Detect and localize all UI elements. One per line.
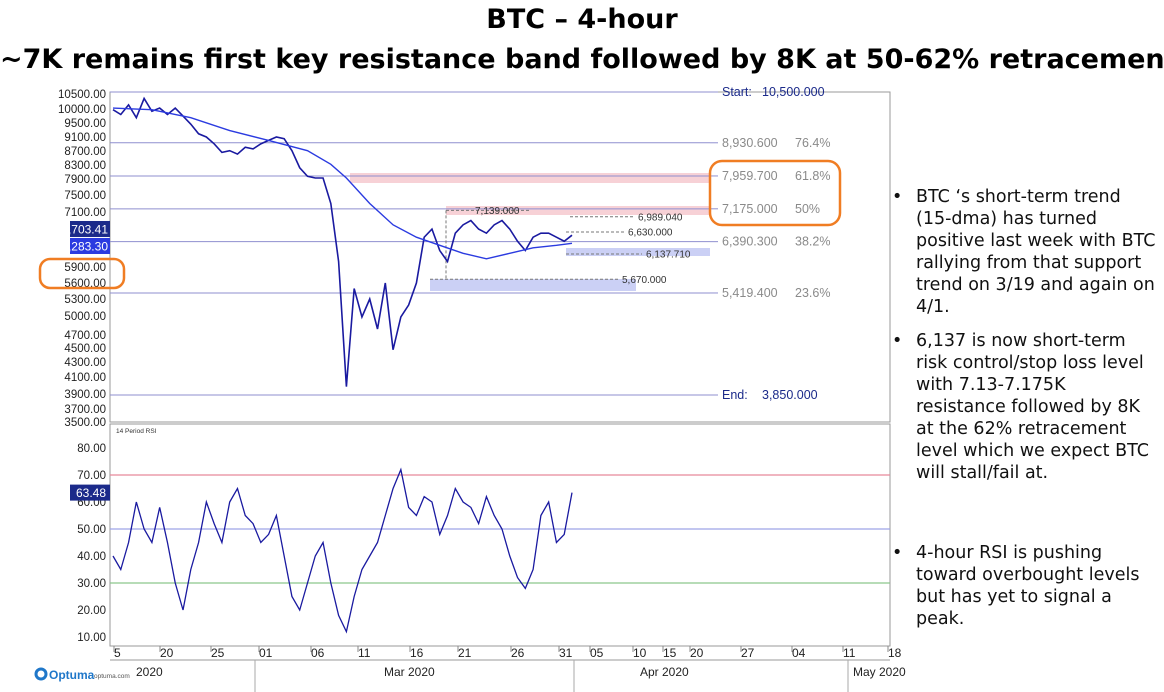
fib-level-value: 6,390.300 <box>722 235 778 249</box>
fib-level-percent: 23.6% <box>795 286 830 300</box>
price-panel: 10500.00 10000.00 9500.00 9100.00 8700.00 830… <box>38 85 891 429</box>
fib-level-value: 8,930.600 <box>722 136 778 150</box>
fib-level-value: 3,850.000 <box>762 388 818 402</box>
fib-level-value: 10,500.000 <box>762 85 825 99</box>
fib-level-label: Start: <box>722 85 752 99</box>
price-axis-tick-label: 5900.00 <box>64 262 106 274</box>
chart-title-line-1: BTC – 4-hour <box>486 4 678 35</box>
optuma-logo-icon <box>34 667 48 681</box>
price-axis-tick-label: 8300.00 <box>64 160 106 172</box>
annotation-label: 6,989.040 <box>638 212 683 223</box>
fib-level-percent: 76.4% <box>795 136 830 150</box>
highlight-outline-support <box>38 257 126 290</box>
support-zone-6137 <box>566 248 710 256</box>
annotation-label: 6,137.710 <box>646 249 691 260</box>
annotation-label: 6,630.000 <box>628 227 673 238</box>
price-line <box>112 96 573 387</box>
price-axis-tick-label: 10500.00 <box>58 89 106 101</box>
rsi-value-tag: 63.48 <box>76 486 106 500</box>
chart-title-line-2: ~7K remains first key resistance band fo… <box>0 44 1164 75</box>
price-axis-tick-label: 4300.00 <box>64 357 106 369</box>
commentary-list: BTC ‘s short-term trend (15-dma) has tur… <box>888 186 1160 642</box>
x-axis: 5 20 25 01 06 11 16 21 26 31 05 10 15 20 27 04 11 18 2020 M… <box>110 645 906 692</box>
highlight-outline-resistance <box>708 159 842 227</box>
price-axis-tick-label: 5300.00 <box>64 294 106 306</box>
price-axis-tick-label: 3700.00 <box>64 404 106 416</box>
price-axis-tick-label: 4500.00 <box>64 343 106 355</box>
rsi-axis-tick-label: 70.00 <box>77 470 106 482</box>
price-axis-tick-label: 7500.00 <box>64 190 106 202</box>
moving-average-line <box>112 107 573 260</box>
price-tag-label: 6,703.41 <box>61 222 108 236</box>
commentary-item: 4-hour RSI is pushing toward overbought … <box>888 542 1160 630</box>
fib-level-percent: 61.8% <box>795 169 830 183</box>
annotation-label: 5,670.000 <box>622 275 667 286</box>
x-axis-tick-label: 16 <box>410 646 424 660</box>
price-axis-tick-label: 9100.00 <box>64 132 106 144</box>
fib-level-value: 5,419.400 <box>722 286 778 300</box>
price-tag-box <box>70 237 110 254</box>
price-axis-tick-label: 10000.00 <box>58 104 106 116</box>
rsi-panel-frame <box>109 423 891 647</box>
x-axis-tick-label: 21 <box>458 646 472 660</box>
resistance-band-7k <box>446 206 710 215</box>
fib-level-percent: 50% <box>795 202 820 216</box>
x-axis-tick-label: 18 <box>888 646 902 660</box>
price-axis-tick-label: 8700.00 <box>64 146 106 158</box>
price-tag-label: 6,283.30 <box>61 239 108 253</box>
footer: Optuma optuma.com <box>34 667 130 682</box>
rsi-axis-tick-label: 80.00 <box>77 443 106 455</box>
rsi-value-tag-box <box>70 484 110 501</box>
price-axis-tick-label: 7900.00 <box>64 174 106 186</box>
price-axis-tick-label: 4100.00 <box>64 372 106 384</box>
x-axis-tick-label: 05 <box>590 646 604 660</box>
price-axis-tick-label: 3900.00 <box>64 389 106 401</box>
rsi-panel-title: 14 Period RSI <box>116 428 157 435</box>
x-axis-tick-label: 20 <box>160 646 174 660</box>
resistance-band-8k <box>350 173 710 183</box>
brand-url: optuma.com <box>94 673 130 680</box>
price-axis-tick-label: 9500.00 <box>64 118 106 130</box>
commentary-item: 6,137 is now short-term risk control/sto… <box>888 330 1160 484</box>
price-axis-tick-label: 7100.00 <box>64 207 106 219</box>
x-axis-month-label: May 2020 <box>853 665 906 679</box>
rsi-axis-tick-label: 10.00 <box>77 632 106 644</box>
rsi-axis-tick-label: 30.00 <box>77 578 106 590</box>
support-zone-5670 <box>430 279 636 291</box>
x-axis-tick-label: 11 <box>843 646 856 660</box>
brand-name: Optuma <box>49 668 95 682</box>
fib-level-label: End: <box>722 388 748 402</box>
x-axis-tick-label: 25 <box>211 646 225 660</box>
rsi-panel: 14 Period RSI80.0070.0060.0050.0040.0030… <box>70 423 891 647</box>
rsi-axis-tick-label: 40.00 <box>77 551 106 563</box>
x-axis-tick-label: 20 <box>690 646 704 660</box>
commentary-item: BTC ‘s short-term trend (15-dma) has tur… <box>888 186 1160 318</box>
price-axis-tick-label: 4700.00 <box>64 330 106 342</box>
fib-level-value: 7,959.700 <box>722 169 778 183</box>
annotation-label: 7,139.000 <box>475 206 520 217</box>
x-axis-tick-label: 31 <box>559 646 573 660</box>
rsi-line <box>112 467 573 634</box>
x-axis-month-label: 2020 <box>136 665 163 679</box>
price-tag-box <box>70 220 110 237</box>
x-axis-tick-label: 27 <box>741 646 755 660</box>
x-axis-tick-label: 11 <box>358 646 371 660</box>
x-axis-tick-label: 10 <box>633 646 647 660</box>
x-axis-month-label: Mar 2020 <box>384 665 435 679</box>
x-axis-tick-label: 01 <box>259 646 273 660</box>
price-axis-tick-label-clipped: 3500.00 <box>64 417 106 429</box>
price-axis-tick-label: 5000.00 <box>64 311 106 323</box>
rsi-axis-tick-label: 20.00 <box>77 605 106 617</box>
x-axis-tick-label: 04 <box>792 646 806 660</box>
fib-level-value: 7,175.000 <box>722 202 778 216</box>
fib-level-percent: 38.2% <box>795 235 830 249</box>
x-axis-tick-label: 15 <box>663 646 677 660</box>
rsi-axis-tick-label: 50.00 <box>77 524 106 536</box>
x-axis-tick-label: 06 <box>311 646 325 660</box>
x-axis-tick-label: 5 <box>114 646 121 660</box>
x-axis-tick-label: 26 <box>511 646 525 660</box>
x-axis-month-label: Apr 2020 <box>640 665 689 679</box>
